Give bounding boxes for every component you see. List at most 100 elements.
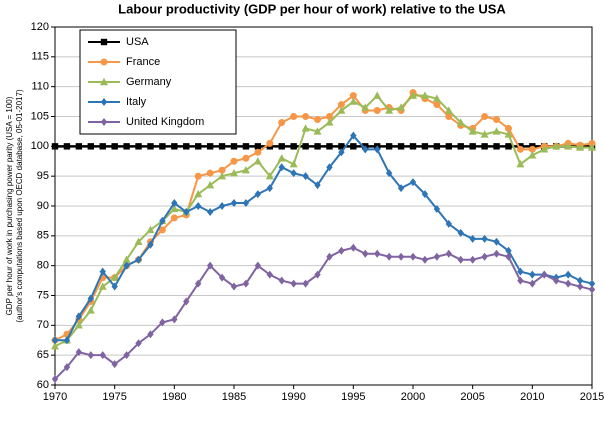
y-tick-label: 80	[37, 260, 49, 272]
x-tick-label: 1970	[43, 391, 67, 403]
point	[206, 261, 214, 270]
legend-label: Italy	[126, 96, 147, 108]
point	[170, 214, 178, 222]
chart-title: Labour productivity (GDP per hour of wor…	[118, 1, 506, 16]
point	[254, 143, 262, 150]
y-axis-label: GDP per hour of work in purchasing power…	[5, 96, 14, 315]
point	[63, 336, 71, 345]
point	[111, 282, 118, 291]
point	[493, 249, 500, 258]
x-tick-label: 1975	[102, 391, 126, 403]
point	[326, 143, 333, 150]
point	[409, 252, 417, 261]
point	[314, 270, 321, 279]
point	[529, 279, 536, 288]
point	[433, 101, 441, 109]
point	[385, 106, 394, 114]
point	[481, 234, 488, 243]
point	[576, 276, 584, 285]
point	[374, 145, 381, 154]
point	[505, 143, 512, 150]
point	[254, 148, 262, 156]
legend-label: Germany	[126, 76, 172, 88]
x-tick-label: 1995	[341, 391, 365, 403]
point	[218, 273, 226, 282]
point	[134, 237, 143, 245]
point	[445, 113, 453, 120]
point	[100, 58, 108, 66]
point	[576, 143, 585, 151]
point	[302, 172, 309, 181]
point	[313, 127, 322, 135]
point	[385, 169, 393, 178]
point	[278, 118, 286, 126]
point	[325, 118, 334, 126]
point	[468, 127, 477, 135]
point	[433, 143, 441, 150]
point	[254, 261, 262, 270]
point	[504, 130, 513, 138]
point	[195, 143, 202, 150]
point	[183, 207, 190, 216]
point	[492, 127, 501, 135]
x-tick-label: 1990	[281, 391, 305, 403]
point	[159, 216, 166, 225]
point	[540, 145, 549, 153]
point	[516, 160, 525, 168]
point	[374, 249, 381, 258]
point	[265, 171, 274, 180]
point	[397, 252, 405, 261]
point	[338, 246, 345, 255]
point	[183, 297, 190, 306]
point	[51, 143, 59, 150]
point	[171, 199, 178, 208]
y-tick-label: 60	[37, 379, 49, 391]
x-tick-label: 2010	[520, 391, 544, 403]
point	[266, 184, 273, 193]
point	[159, 318, 166, 327]
point	[290, 113, 298, 120]
point	[373, 91, 382, 99]
x-tick-label: 1980	[162, 391, 186, 403]
point	[230, 282, 238, 291]
x-tick-label: 1985	[222, 391, 246, 403]
point	[87, 143, 94, 150]
point	[230, 199, 238, 208]
point	[444, 106, 453, 114]
point	[194, 189, 203, 198]
point	[456, 118, 465, 126]
y-tick-label: 90	[37, 200, 49, 212]
point	[206, 169, 214, 177]
point	[123, 351, 130, 360]
point	[517, 276, 524, 285]
point	[445, 143, 452, 150]
point	[350, 243, 357, 252]
point	[123, 143, 130, 150]
point	[576, 282, 584, 291]
point	[206, 143, 214, 150]
point	[135, 143, 142, 150]
point	[517, 267, 524, 276]
point	[338, 148, 345, 157]
y-tick-label: 110	[31, 81, 49, 93]
point	[445, 249, 452, 258]
point	[147, 143, 154, 150]
point	[135, 255, 142, 264]
point	[289, 160, 298, 168]
point	[218, 166, 226, 174]
point	[493, 143, 500, 150]
point	[325, 113, 333, 120]
point	[74, 321, 83, 329]
point	[230, 168, 238, 177]
point	[195, 202, 202, 210]
point	[553, 276, 560, 285]
y-tick-label: 65	[37, 349, 49, 361]
point	[432, 94, 441, 102]
point	[326, 163, 333, 172]
point	[278, 163, 285, 172]
point	[493, 237, 500, 246]
point	[135, 339, 142, 348]
point	[146, 225, 155, 234]
legend-label: USA	[126, 36, 149, 48]
point	[242, 143, 250, 150]
